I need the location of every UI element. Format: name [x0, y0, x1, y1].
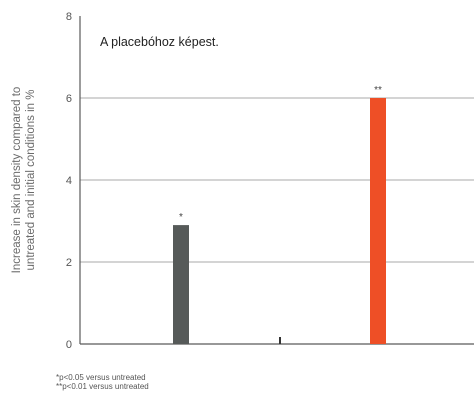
y-tick-label: 0 [66, 339, 72, 351]
y-tick-labels: 0 2 4 6 8 [66, 11, 72, 351]
significance-labels: *** [179, 85, 382, 223]
footnote-1: *p<0.05 versus untreated [56, 373, 146, 382]
bars [173, 98, 386, 344]
y-tick-label: 8 [66, 11, 72, 23]
bar-2 [370, 98, 386, 344]
y-tick-label: 6 [66, 93, 72, 105]
axes [79, 16, 474, 345]
y-tick-label: 4 [66, 175, 72, 187]
bar-1 [173, 225, 189, 344]
y-axis-label-line-1: Increase in skin density compared to [11, 87, 23, 274]
significance-label-2: ** [374, 85, 382, 96]
y-axis-label-line-2: untreated and initial conditions in % [25, 90, 37, 271]
chart-annotation: A placebóhoz képest. [100, 35, 219, 49]
significance-label-1: * [179, 212, 183, 223]
gridlines [80, 97, 474, 263]
footnote-2: **p<0.01 versus untreated [56, 382, 149, 391]
y-tick-label: 2 [66, 257, 72, 269]
